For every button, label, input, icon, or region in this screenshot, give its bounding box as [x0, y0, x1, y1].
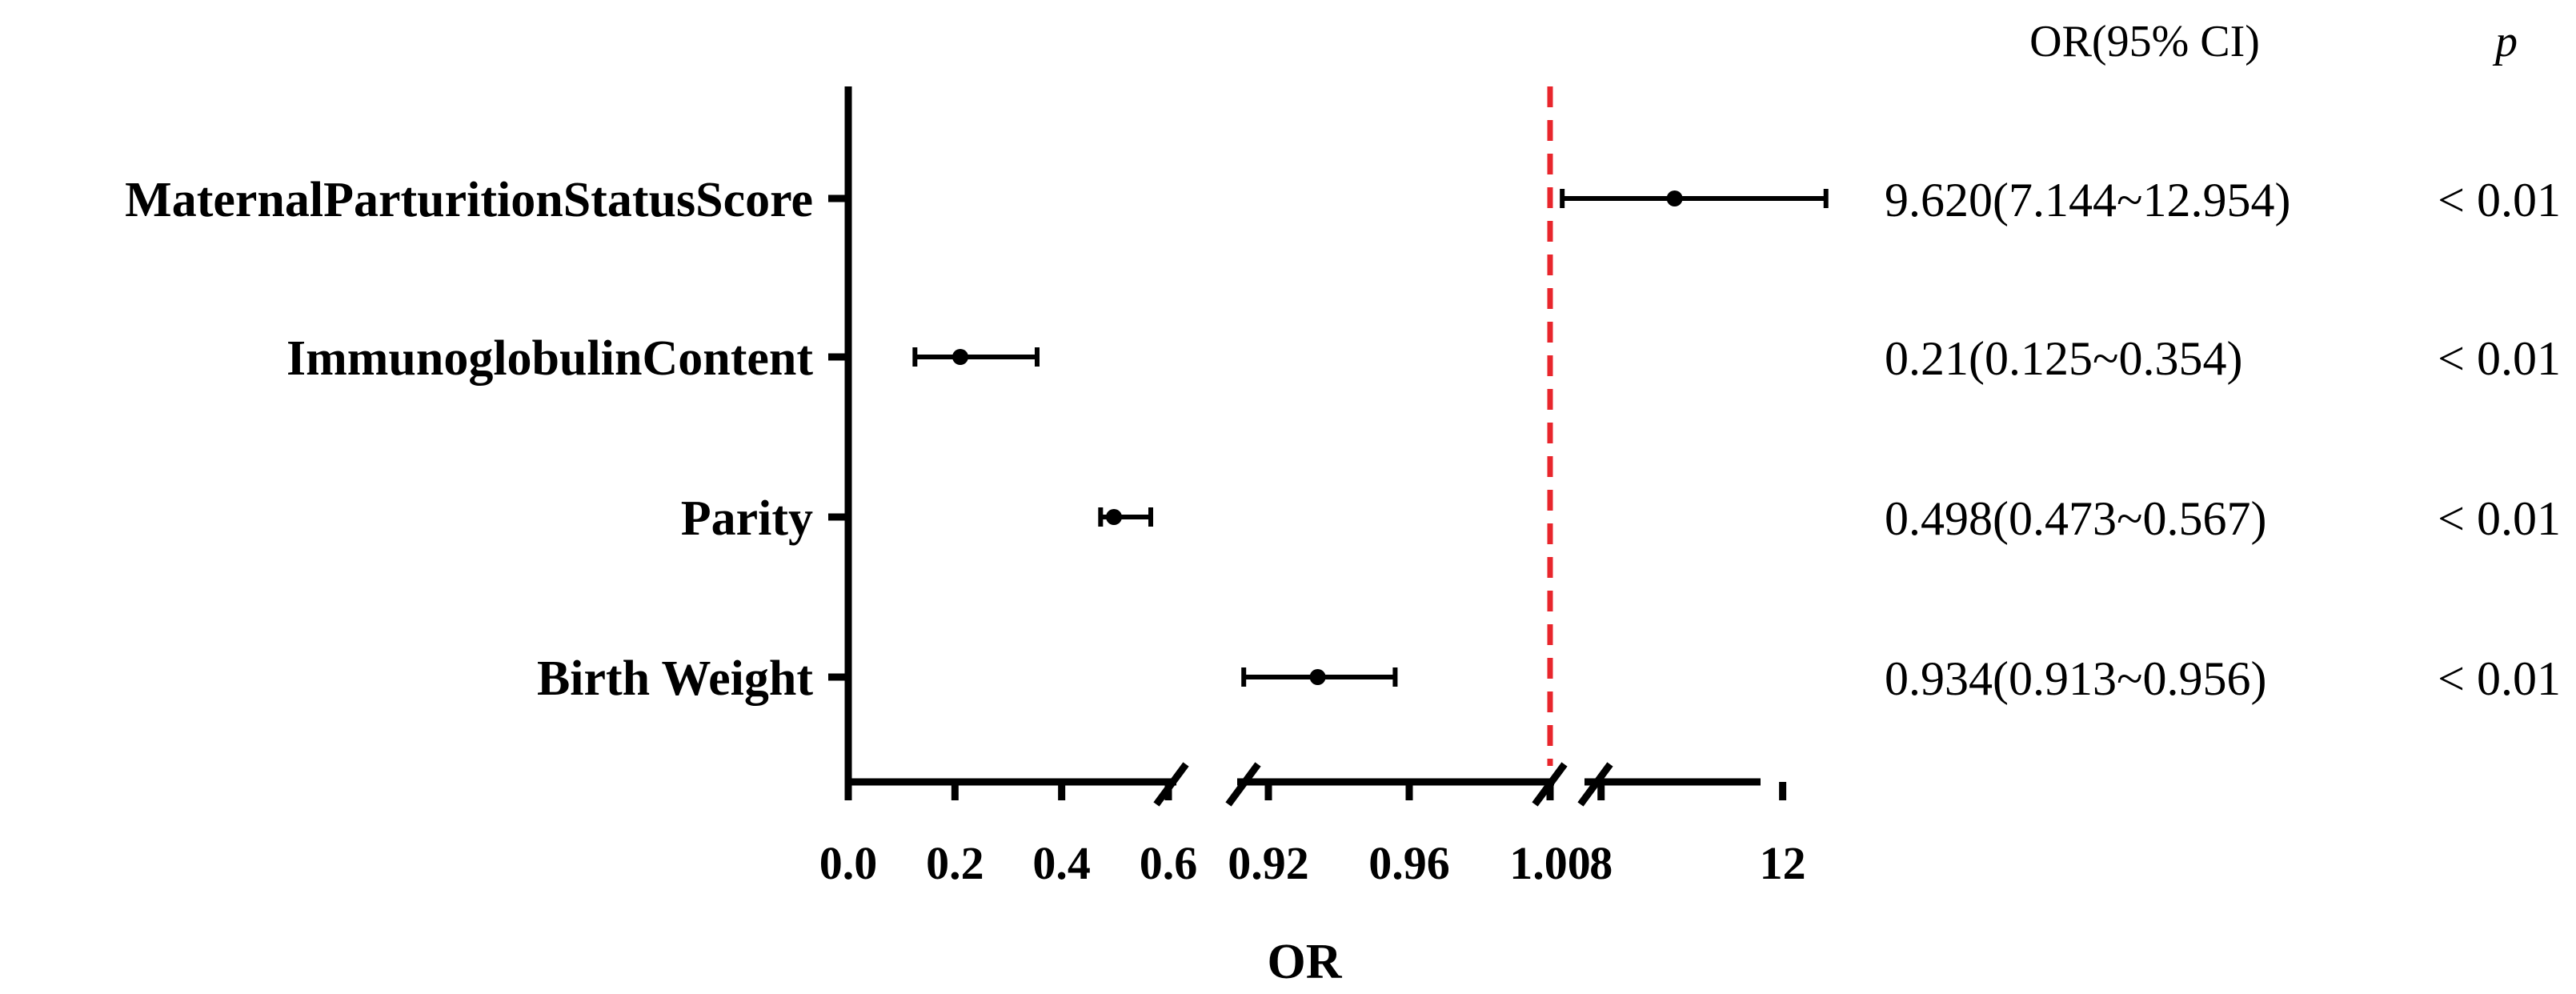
p-value: < 0.01	[2438, 492, 2561, 545]
row-label: Parity	[681, 491, 813, 546]
x-tick-label: 8	[1589, 837, 1613, 889]
x-tick-label: 1.00	[1509, 837, 1591, 889]
x-tick-label: 0.4	[1032, 837, 1091, 889]
axis-break-mark	[1225, 762, 1261, 807]
x-axis-ticks: 0.0 0.2 0.4 0.6 0.92 0.96 1.008 12	[819, 782, 1806, 889]
header-or-ci: OR(95% CI)	[2029, 17, 2260, 66]
x-tick-label: 0.2	[926, 837, 984, 889]
row-label: Birth Weight	[537, 651, 813, 706]
p-value: < 0.01	[2438, 332, 2561, 385]
p-value: < 0.01	[2438, 652, 2561, 705]
or-ci-value: 9.620(7.144~12.954)	[1885, 174, 2290, 226]
or-point	[952, 349, 968, 365]
x-tick-label: 0.0	[819, 837, 878, 889]
axis-break-mark	[1577, 762, 1613, 807]
row-label: MaternalParturitionStatusScore	[125, 173, 813, 227]
header-p: p	[2492, 17, 2518, 66]
x-tick-label: 0.6	[1140, 837, 1198, 889]
x-tick-label: 0.96	[1368, 837, 1450, 889]
or-point	[1106, 509, 1122, 525]
or-ci-value: 0.498(0.473~0.567)	[1885, 492, 2266, 545]
x-tick-label: 12	[1760, 837, 1806, 889]
forest-rows: MaternalParturitionStatusScore 9.620(7.14…	[125, 173, 2561, 706]
or-ci-value: 0.21(0.125~0.354)	[1885, 332, 2242, 385]
or-point	[1309, 669, 1326, 685]
x-tick-label: 0.92	[1228, 837, 1309, 889]
row-label: ImmunoglobulinContent	[286, 331, 813, 386]
p-value: < 0.01	[2438, 174, 2561, 226]
or-point	[1666, 190, 1683, 206]
or-ci-value: 0.934(0.913~0.956)	[1885, 652, 2266, 705]
x-axis-title: OR	[1268, 935, 1343, 989]
